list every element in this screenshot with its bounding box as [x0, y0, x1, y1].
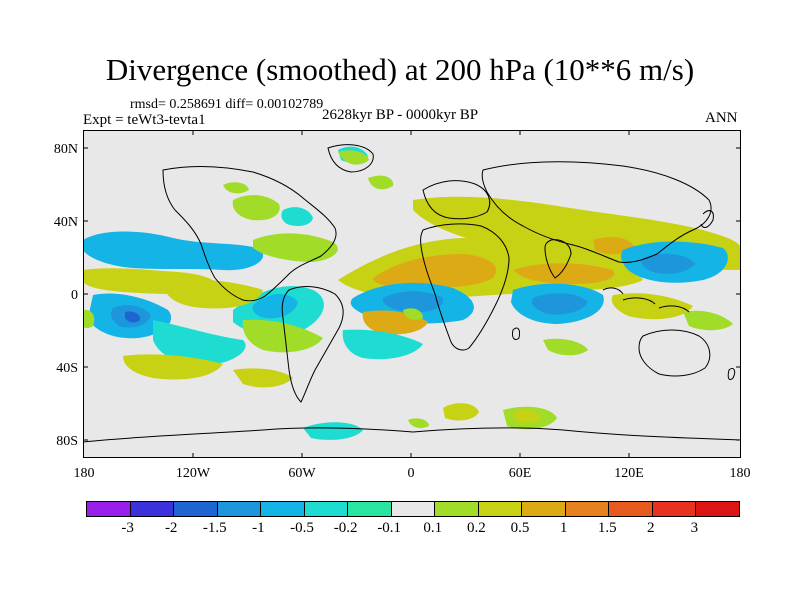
colorbar-label: -2: [164, 520, 178, 536]
contour-field-blob: [83, 309, 95, 329]
lat-label-40s: 40S: [56, 361, 78, 376]
contour-field-blob: [242, 319, 323, 353]
colorbar-box: [130, 502, 175, 516]
coastlines: [83, 144, 741, 443]
coastline-north-america: [162, 165, 337, 302]
figure-title: Divergence (smoothed) at 200 hPa (10**6 …: [105, 52, 695, 87]
coastline-antarctica: [83, 427, 741, 443]
contour-field-blob: [382, 291, 444, 313]
time-period: 2628kyr BP - 0000kyr BP: [322, 107, 479, 123]
map-frame: [83, 130, 741, 458]
colorbar-box: [87, 502, 131, 516]
coastline-south-america: [281, 286, 344, 403]
colorbar-box: [304, 502, 349, 516]
coastline-india: [544, 239, 572, 279]
contour-field-blob: [153, 320, 246, 366]
season-label: ANN: [705, 110, 738, 126]
colorbar-box: [348, 502, 392, 516]
colorbar-box: [565, 502, 610, 516]
coastline-africa: [420, 223, 510, 351]
colorbar-label: 0.5: [510, 520, 530, 536]
colorbar-label: 0.1: [423, 520, 443, 536]
contour-field-blob: [125, 311, 141, 323]
lon-label-60w: 60W: [288, 466, 316, 481]
coastline-indonesia: [602, 287, 690, 313]
colorbar-box: [478, 502, 523, 516]
colorbar-label: -0.1: [377, 520, 402, 536]
colorbar-box: [609, 502, 653, 516]
coastline-madagascar: [512, 327, 520, 341]
contour-field-blob: [443, 403, 479, 421]
lat-label-80n: 80N: [53, 142, 78, 157]
coastline-asia: [481, 161, 712, 263]
colorbar-box: [261, 502, 305, 516]
lon-label-60e: 60E: [508, 466, 532, 481]
contour-field-blob: [513, 263, 615, 284]
contour-field-blob: [531, 293, 588, 315]
contour-field-blob: [338, 150, 369, 165]
contour-field-blob: [253, 233, 338, 262]
contour-field-blob: [83, 231, 264, 271]
colorbar-label: 1: [559, 520, 568, 536]
lat-label-80s: 80S: [56, 434, 78, 449]
divergence-map: [83, 130, 741, 458]
colorbar-box: [696, 502, 739, 516]
contour-field-blob: [641, 253, 695, 274]
colorbar-label: -3: [121, 520, 134, 536]
lon-label-120w: 120W: [175, 466, 211, 481]
lon-label-120e: 120E: [614, 466, 644, 481]
lon-label-180w: 180: [73, 466, 95, 481]
contour-field-blob: [683, 310, 733, 331]
experiment-label: Expt = teWt3-tevta1: [83, 112, 206, 128]
contour-field-blob: [543, 338, 588, 356]
contour-field-blob: [303, 422, 363, 440]
contour-field-blob: [403, 308, 423, 320]
lat-label-40n: 40N: [53, 215, 78, 230]
coastline-new-zealand: [727, 367, 736, 381]
colorbar-label: -0.5: [290, 520, 314, 536]
colorbar-label: -1: [252, 520, 265, 536]
lat-label-eq: 0: [71, 288, 78, 303]
coastline-greenland: [327, 144, 374, 173]
contour-field-blob: [281, 207, 313, 226]
contour-field-blob: [233, 368, 293, 388]
contour-field-blob: [232, 195, 280, 221]
contour-field-blob: [513, 410, 541, 423]
colorbar-box: [435, 502, 479, 516]
coastline-europe: [422, 180, 491, 220]
contour-field-blob: [342, 329, 423, 360]
contour-field-blob: [163, 279, 263, 309]
colorbar-box: [391, 502, 436, 516]
colorbar-label: 2: [647, 520, 655, 536]
contour-field-blob: [408, 418, 429, 428]
colorbar-box: [522, 502, 566, 516]
contour-field-blob: [123, 354, 223, 380]
coastline-japan: [700, 210, 714, 228]
colorbar-label: -1.5: [202, 520, 227, 536]
colorbar-label: 3: [690, 520, 699, 536]
colorbar-label: -0.2: [333, 520, 358, 536]
colorbar-box: [174, 502, 218, 516]
contour-field-blob: [373, 254, 497, 288]
coastline-australia: [638, 329, 711, 377]
contour-field-blob: [252, 294, 298, 319]
contour-field-blob: [611, 293, 693, 320]
lon-label-0: 0: [407, 466, 415, 481]
colorbar-box: [217, 502, 262, 516]
colorbar: [86, 501, 740, 517]
colorbar-label: 0.2: [467, 520, 486, 536]
colorbar-box: [652, 502, 697, 516]
lon-label-180e: 180: [729, 466, 751, 481]
contour-field-blob: [368, 175, 394, 190]
contour-field-blob: [223, 182, 249, 194]
rmsd-diff-stats: rmsd= 0.258691 diff= 0.00102789: [130, 97, 324, 112]
colorbar-label: 1.5: [597, 520, 617, 536]
